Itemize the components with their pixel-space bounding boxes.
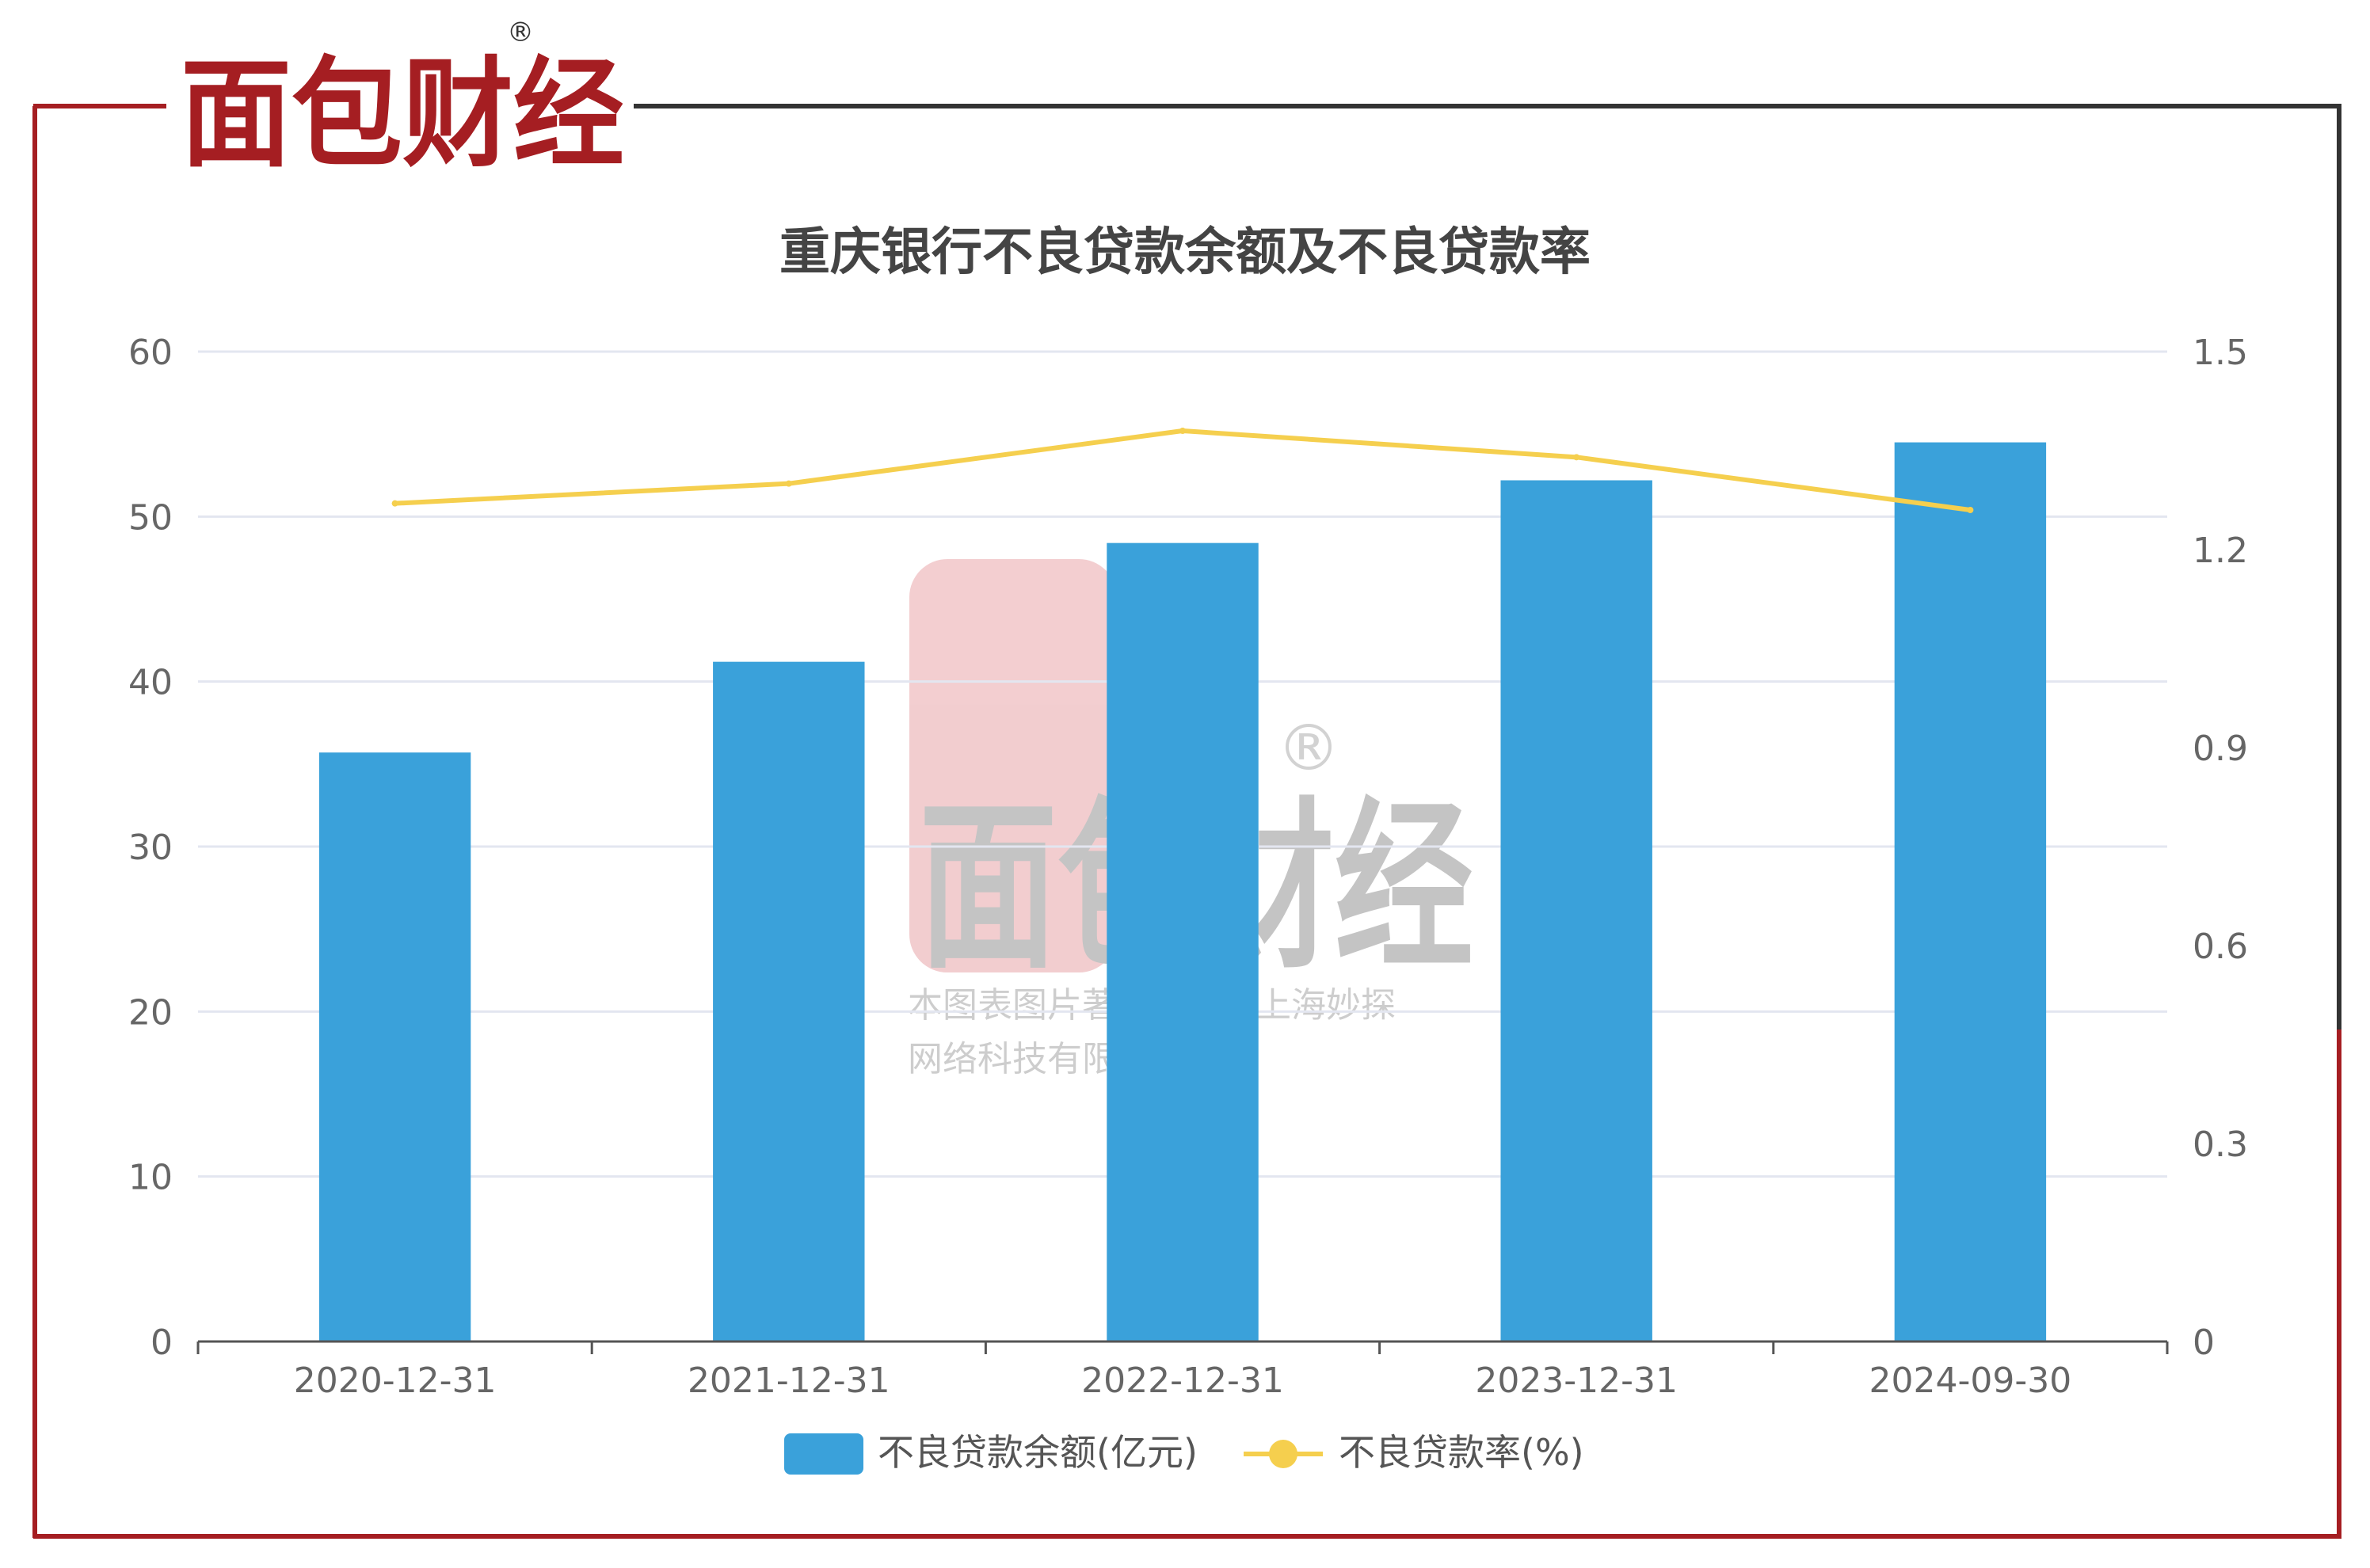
y-left-tick-label: 40 [128, 663, 173, 703]
y-left-tick-label: 30 [128, 828, 173, 868]
watermark-registered-mark: ® [1277, 711, 1340, 785]
axes: 0 10 20 30 40 50 60 0 0.3 0.6 0.9 1.2 1.5 2020-12-31 2… [128, 333, 2248, 1401]
y-right-tick-label: 1.2 [2193, 531, 2248, 571]
bar[interactable] [713, 661, 865, 1342]
y-right-tick-label: 0.9 [2193, 729, 2248, 769]
legend-bar-label[interactable]: 不良贷款余额(亿元) [878, 1431, 1198, 1474]
x-tick-label: 2023-12-31 [1475, 1361, 1678, 1401]
x-tick-label: 2022-12-31 [1081, 1361, 1284, 1401]
x-tick-label: 2020-12-31 [294, 1361, 497, 1401]
y-left-tick-label: 50 [128, 497, 173, 538]
bar[interactable] [1107, 542, 1259, 1342]
y-left-tick-label: 60 [128, 333, 173, 373]
rate-point[interactable] [1967, 507, 1974, 513]
y-right-tick-label: 0.6 [2193, 927, 2248, 967]
legend-bar-swatch[interactable] [784, 1433, 863, 1475]
legend: 不良贷款余额(亿元) 不良贷款率(%) [784, 1431, 1584, 1475]
legend-line-marker[interactable] [1269, 1440, 1297, 1468]
rate-point[interactable] [785, 480, 792, 487]
logo-text: 面包财经 [181, 46, 624, 184]
bar-series [318, 442, 2047, 1342]
y-left-tick-label: 20 [128, 992, 173, 1033]
chart-title: 重庆银行不良贷款余额及不良贷款率 [779, 223, 1591, 282]
logo-registered-mark: ® [507, 17, 534, 48]
y-left-tick-label: 10 [128, 1158, 173, 1198]
rate-point[interactable] [1179, 428, 1186, 434]
y-right-tick-label: 0.3 [2193, 1125, 2248, 1165]
bar[interactable] [1894, 442, 2047, 1342]
rate-point[interactable] [391, 500, 398, 507]
rate-point[interactable] [1573, 454, 1580, 461]
legend-line-label[interactable]: 不良贷款率(%) [1339, 1431, 1584, 1474]
brand-logo: 面包财经 ® [181, 17, 624, 184]
frame [32, 104, 2341, 1539]
y-left-tick-label: 0 [151, 1323, 173, 1363]
rate-line[interactable] [394, 428, 1971, 512]
y-right-tick-label: 1.5 [2193, 333, 2248, 373]
x-tick-label: 2024-09-30 [1869, 1361, 2072, 1401]
y-right-tick-label: 0 [2193, 1323, 2215, 1363]
line-series [391, 428, 1974, 513]
watermark-red-block [909, 559, 1117, 972]
bar[interactable] [1500, 480, 1652, 1342]
bar[interactable] [318, 752, 471, 1342]
watermark: 面包财经 ® 本图表图片著作权属于上海妙探 网络科技有限公司 [908, 559, 1473, 1079]
x-tick-label: 2021-12-31 [688, 1361, 890, 1401]
